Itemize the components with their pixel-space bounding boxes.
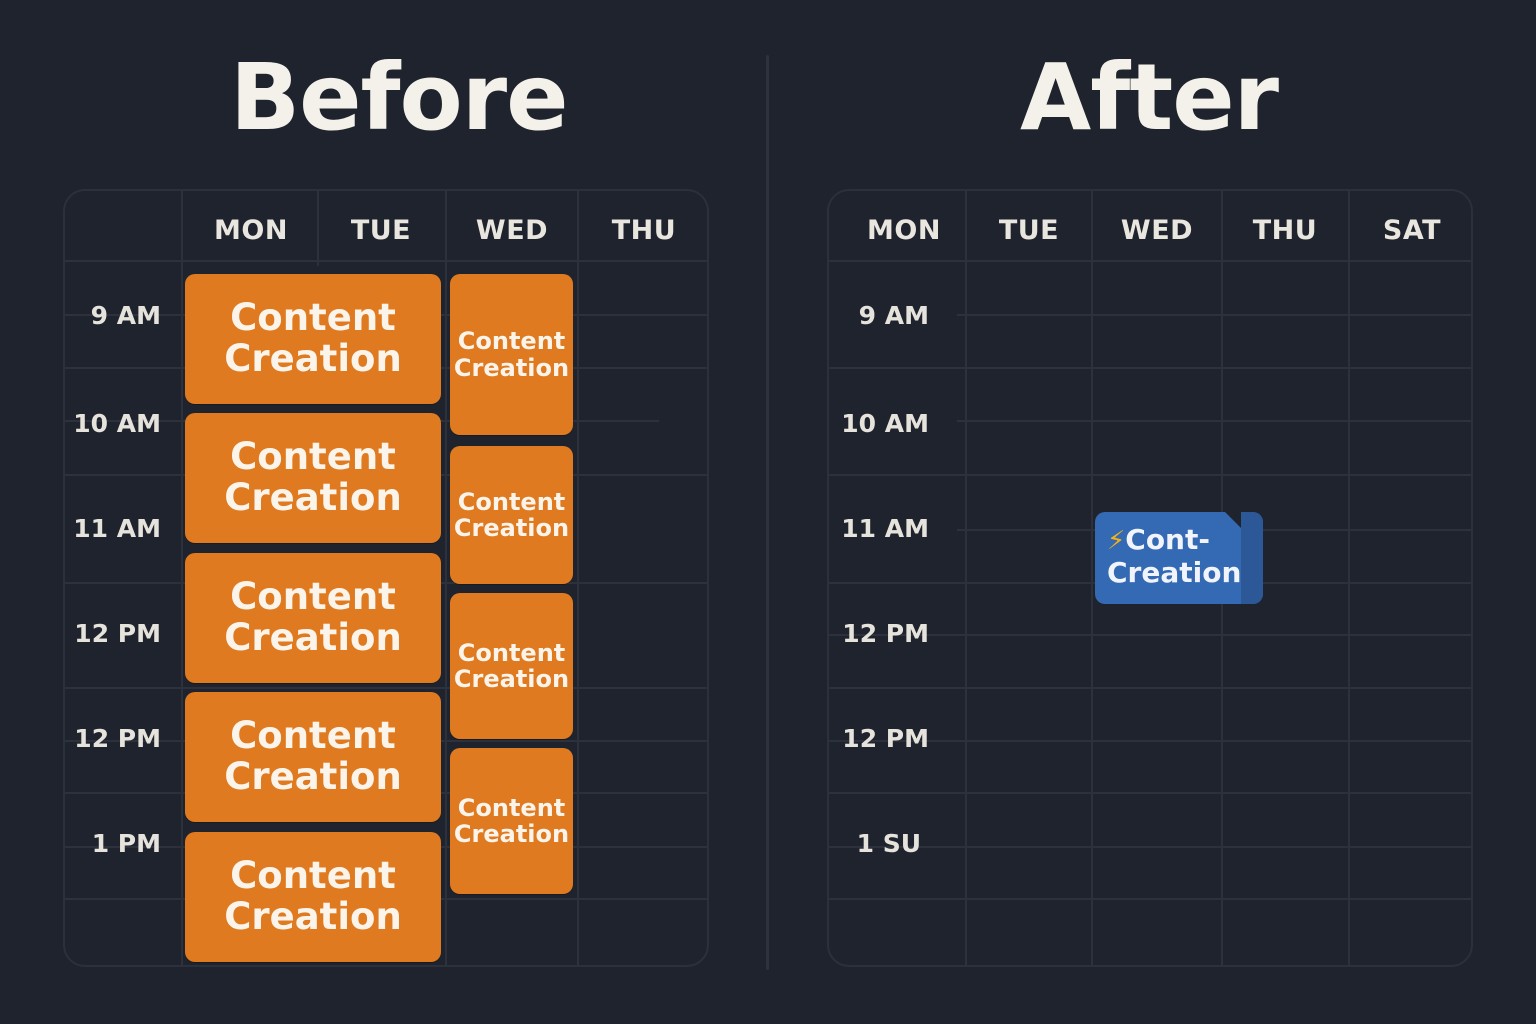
time-label: 12 PM	[74, 724, 161, 753]
event-label: Content Creation	[224, 435, 402, 519]
time-label: 10 AM	[841, 409, 929, 438]
time-label: 12 PM	[74, 619, 161, 648]
grid-line	[957, 420, 1471, 422]
event-label: Content Creation	[224, 854, 402, 938]
day-header-mon: MON	[867, 215, 941, 246]
grid-line	[181, 191, 183, 965]
grid-line	[829, 474, 1471, 476]
event-content-creation[interactable]: Content Creation	[185, 692, 441, 822]
grid-line	[829, 898, 1471, 900]
grid-line	[445, 191, 447, 965]
day-header-tue: TUE	[350, 215, 412, 246]
grid-line	[65, 260, 707, 262]
event-label: Cont-	[1125, 523, 1210, 556]
day-header-thu: THU	[611, 215, 677, 246]
time-label: 1 SU	[856, 829, 921, 858]
event-content-creation[interactable]: Content Creation	[450, 446, 573, 584]
time-label: 11 AM	[841, 514, 929, 543]
event-label: Content Creation	[453, 327, 570, 382]
day-header-sat: SAT	[1382, 215, 1442, 246]
event-content-creation[interactable]: Content Creation	[450, 274, 573, 435]
grid-line	[317, 191, 319, 266]
grid-line	[1091, 191, 1093, 965]
grid-line	[957, 314, 1471, 316]
event-label: Content Creation	[224, 296, 402, 380]
grid-line	[829, 367, 1471, 369]
before-calendar: MON TUE WED THU 9 AM 10 AM 11 AM 12 PM 1…	[63, 189, 709, 967]
grid-line	[65, 687, 707, 689]
grid-line	[965, 191, 967, 965]
day-header-tue: TUE	[998, 215, 1060, 246]
day-header-thu: THU	[1252, 215, 1318, 246]
grid-line	[829, 792, 1471, 794]
event-label: Content Creation	[453, 793, 570, 848]
lightning-icon: ⚡	[1107, 526, 1126, 556]
grid-line	[829, 687, 1471, 689]
event-label: Content Creation	[453, 638, 570, 693]
grid-line	[829, 740, 1471, 742]
event-label: Creation	[1107, 555, 1242, 589]
panel-divider	[766, 55, 769, 970]
grid-line	[577, 191, 579, 965]
event-content-creation-batched[interactable]: ⚡Cont- Creation	[1095, 512, 1263, 604]
time-label: 9 AM	[858, 301, 929, 330]
time-label: 9 AM	[90, 301, 161, 330]
event-content-creation[interactable]: Content Creation	[450, 593, 573, 739]
event-label: Content Creation	[453, 487, 570, 542]
grid-line	[829, 846, 1471, 848]
time-label: 10 AM	[73, 409, 161, 438]
grid-line	[829, 634, 1471, 636]
grid-line	[1348, 191, 1350, 965]
day-header-wed: WED	[475, 215, 549, 246]
time-label: 1 PM	[91, 829, 161, 858]
event-content-creation[interactable]: Content Creation	[185, 553, 441, 683]
day-header-mon: MON	[214, 215, 288, 246]
event-content-creation[interactable]: Content Creation	[185, 832, 441, 962]
time-label: 11 AM	[73, 514, 161, 543]
before-title: Before	[230, 44, 569, 151]
grid-line	[829, 260, 1471, 262]
chip-fold	[1225, 512, 1263, 604]
after-title: After	[1020, 44, 1279, 151]
event-content-creation[interactable]: Content Creation	[450, 748, 573, 894]
time-label: 12 PM	[842, 619, 929, 648]
time-label: 12 PM	[842, 724, 929, 753]
event-content-creation[interactable]: Content Creation	[185, 413, 441, 543]
event-label: Content Creation	[224, 575, 402, 659]
day-header-wed: WED	[1120, 215, 1194, 246]
event-content-creation[interactable]: Content Creation	[185, 274, 441, 404]
event-label: Content Creation	[224, 714, 402, 798]
after-calendar: MON TUE WED THU SAT 9 AM 10 AM 11 AM 12 …	[827, 189, 1473, 967]
